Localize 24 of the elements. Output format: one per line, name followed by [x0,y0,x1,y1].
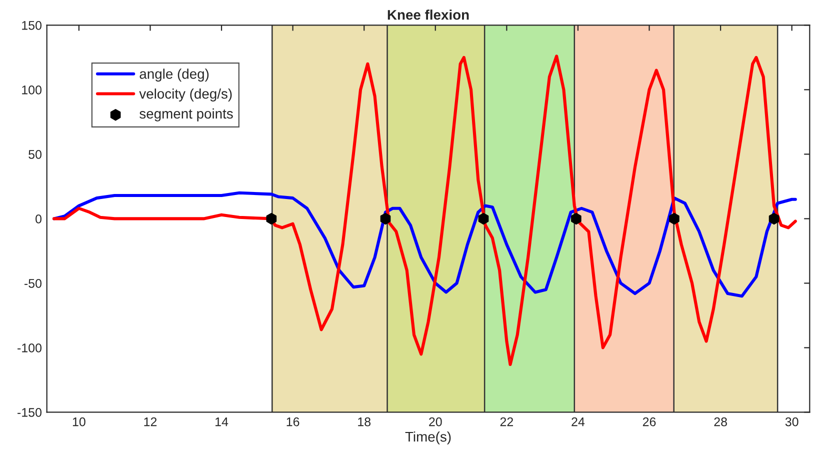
x-tick-label: 24 [572,417,585,426]
y-tick-label: 100 [22,85,42,94]
y-tick-label: 150 [22,20,42,30]
y-tick-label: 50 [28,150,42,159]
y-tick-label: -50 [24,278,42,288]
x-tick-label: 26 [642,417,656,426]
legend-label: segment points [140,108,233,122]
x-tick-label: 22 [500,417,514,426]
x-tick-label: 30 [785,417,798,426]
x-tick-label: 14 [216,418,228,426]
x-tick-label: 28 [714,417,727,426]
x-tick-label: 20 [429,417,442,426]
x-tick-label: 18 [358,417,371,426]
x-axis-title: Time(s) [405,431,451,444]
chart-title: Knee flexion [388,10,469,20]
y-tick-label: 0 [36,214,42,224]
legend-label: angle (deg) [140,68,209,82]
y-tick-label: -100 [18,344,42,352]
legend-label: velocity (deg/s) [139,88,232,102]
x-tick-label: 12 [144,417,157,426]
x-tick-label: 16 [286,417,300,426]
line-series [52,54,797,366]
y-tick-label: -150 [18,408,42,417]
x-tick-label: 10 [72,417,86,426]
